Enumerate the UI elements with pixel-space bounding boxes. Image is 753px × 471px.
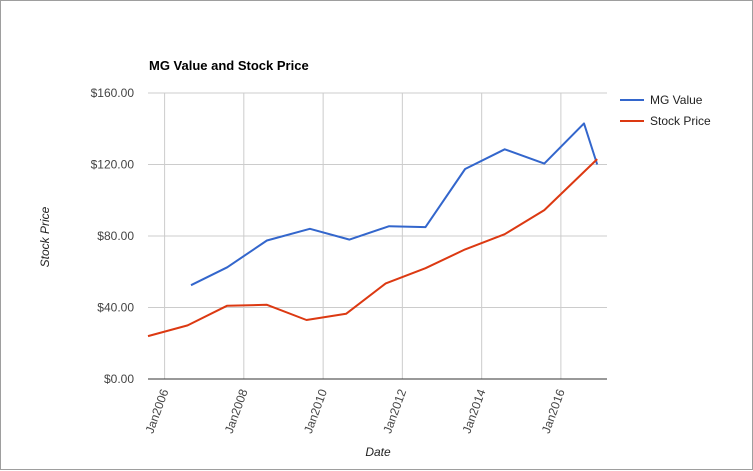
chart-title: MG Value and Stock Price bbox=[149, 58, 309, 73]
x-tick-label: Jan2012 bbox=[380, 387, 409, 435]
x-tick-label: Jan2010 bbox=[301, 387, 330, 435]
y-tick-label: $160.00 bbox=[91, 86, 135, 100]
y-tick-label: $40.00 bbox=[97, 301, 134, 315]
y-tick-label: $0.00 bbox=[104, 372, 134, 386]
y-axis-title: Stock Price bbox=[38, 206, 52, 267]
axes: $0.00 $40.00 $80.00 $120.00 $160.00 Jan2006 Ja… bbox=[91, 86, 607, 435]
stock-price-line bbox=[147, 158, 598, 338]
mg-value-line bbox=[190, 122, 599, 287]
x-tick-label: Jan2006 bbox=[143, 387, 172, 435]
x-tick-label: Jan2008 bbox=[222, 387, 251, 435]
x-tick-label: Jan2014 bbox=[460, 387, 489, 435]
y-tick-label: $80.00 bbox=[97, 229, 134, 243]
mg-value-legend-label: MG Value bbox=[650, 93, 703, 107]
y-tick-label: $120.00 bbox=[91, 158, 135, 172]
grid bbox=[148, 92, 607, 379]
legend: MG Value Stock Price bbox=[620, 93, 711, 128]
stock-price-legend-label: Stock Price bbox=[650, 114, 711, 128]
x-axis-title: Date bbox=[365, 445, 391, 459]
series-lines bbox=[147, 122, 599, 338]
x-tick-label: Jan2016 bbox=[539, 387, 568, 435]
